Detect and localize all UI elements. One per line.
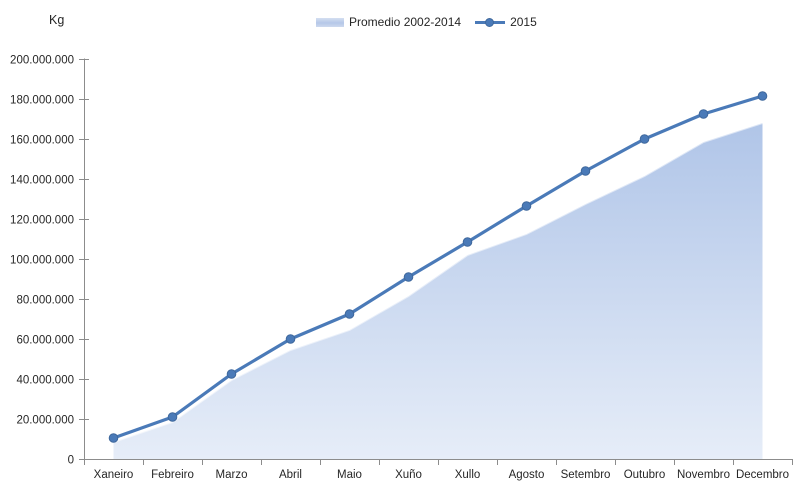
y-axis-unit-label: Kg: [49, 13, 65, 27]
area-top-edge-highlight: [113, 122, 763, 443]
x-tick-label: Outubro: [624, 469, 666, 481]
x-tick-label: Novembro: [677, 469, 730, 481]
y-tick-label: 60.000.000: [16, 335, 74, 347]
legend-item-promedio[interactable]: Promedio 2002-2014: [316, 15, 461, 29]
data-point-marker: [226, 369, 237, 379]
area-swatch-icon: [316, 17, 344, 27]
data-point-marker: [167, 412, 178, 422]
y-tick-label: 0: [68, 455, 74, 467]
y-tick-label: 20.000.000: [16, 415, 74, 427]
y-tick-label: 160.000.000: [10, 135, 74, 147]
x-tick-label: Setembro: [561, 469, 611, 481]
legend: Promedio 2002-2014 2015: [316, 15, 537, 29]
data-point-marker: [108, 433, 119, 443]
data-point-marker: [344, 309, 355, 319]
data-point-marker: [403, 272, 414, 282]
y-tick-label: 80.000.000: [16, 295, 74, 307]
area-series-promedio: [113, 123, 763, 459]
x-tick-label: Abril: [279, 469, 302, 481]
y-tick-label: 200.000.000: [10, 55, 74, 67]
x-tick-label: Agosto: [509, 469, 545, 481]
line-swatch-icon: [475, 17, 506, 27]
x-tick-label: Maio: [337, 469, 362, 481]
y-tick-label: 180.000.000: [10, 95, 74, 107]
y-tick-label: 100.000.000: [10, 255, 74, 267]
data-point-marker: [462, 237, 473, 247]
legend-item-2015[interactable]: 2015: [475, 15, 537, 29]
line-series-2015: [111, 94, 765, 440]
data-point-marker: [521, 201, 532, 211]
legend-label-promedio: Promedio 2002-2014: [349, 15, 462, 29]
x-tick-label: Xaneiro: [94, 469, 134, 481]
data-point-marker: [285, 334, 296, 344]
y-tick-label: 40.000.000: [16, 375, 74, 387]
x-tick-label: Febreiro: [151, 469, 194, 481]
data-point-marker: [757, 91, 768, 101]
y-tick-label: 140.000.000: [10, 175, 74, 187]
legend-label-2015: 2015: [510, 15, 537, 29]
x-tick-label: Decembro: [736, 469, 789, 481]
data-point-marker: [580, 166, 591, 176]
x-tick-label: Marzo: [216, 469, 248, 481]
data-point-marker: [698, 109, 709, 119]
x-tick-label: Xullo: [455, 469, 481, 481]
data-point-marker: [639, 134, 650, 144]
x-tick-label: Xuño: [395, 469, 422, 481]
y-tick-label: 120.000.000: [10, 215, 74, 227]
